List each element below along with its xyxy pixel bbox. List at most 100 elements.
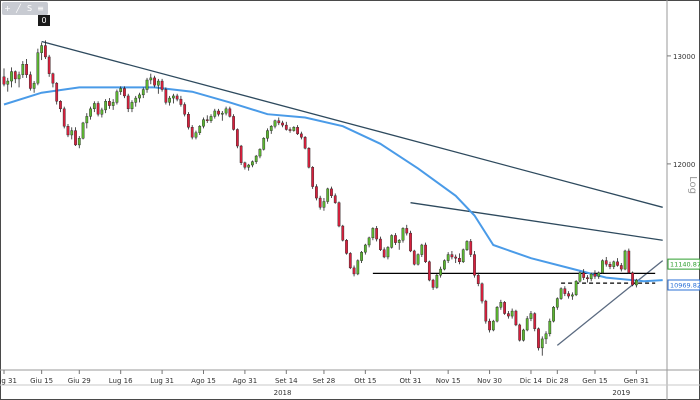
moving-average-line xyxy=(3,86,663,283)
candle-body xyxy=(138,94,141,99)
candle xyxy=(420,243,424,257)
candle xyxy=(311,166,315,189)
candle-body xyxy=(552,307,555,322)
candle xyxy=(604,256,608,267)
candle xyxy=(424,242,427,264)
candle xyxy=(303,136,307,150)
snapshot-tool-button[interactable]: S xyxy=(26,4,33,13)
x-tick-label: Ott 31 xyxy=(399,377,421,385)
candle xyxy=(491,319,495,332)
candle-body xyxy=(172,95,175,99)
candle xyxy=(397,239,401,250)
candle-body xyxy=(593,273,597,277)
candle xyxy=(224,106,228,116)
candle xyxy=(382,247,386,259)
candle-body xyxy=(326,188,330,202)
candle xyxy=(589,272,593,282)
candle xyxy=(386,246,390,260)
price-label-box xyxy=(667,279,700,291)
candle xyxy=(273,119,277,129)
candle xyxy=(540,336,544,356)
candle xyxy=(379,236,382,251)
trendline xyxy=(556,260,664,346)
candle xyxy=(552,306,555,323)
candle xyxy=(439,266,442,278)
candle xyxy=(55,82,59,105)
draw-tool-button[interactable]: ╱ xyxy=(16,4,21,13)
candle xyxy=(537,327,540,351)
candle xyxy=(266,128,269,142)
candle xyxy=(454,254,458,264)
candle-body xyxy=(175,95,179,100)
x-tick-label: Set 28 xyxy=(313,377,336,385)
candle-body xyxy=(25,64,28,75)
candle xyxy=(401,227,405,243)
candle xyxy=(85,113,89,129)
candle-body xyxy=(85,116,89,124)
candle-body xyxy=(70,130,74,136)
candle xyxy=(236,128,239,149)
candle-body xyxy=(589,273,593,280)
candle xyxy=(130,100,134,113)
candle-body xyxy=(126,95,130,110)
candle-body xyxy=(540,338,544,349)
candle-body xyxy=(141,89,145,96)
candle xyxy=(262,137,266,151)
candle xyxy=(100,107,104,118)
candle-body xyxy=(318,197,322,208)
candle xyxy=(269,125,273,134)
candle-body xyxy=(96,103,100,115)
candle-body xyxy=(333,195,337,203)
candle xyxy=(202,117,205,129)
candle xyxy=(6,77,10,92)
candle xyxy=(179,95,183,107)
candle xyxy=(333,193,337,204)
crosshair-tool-button[interactable]: + xyxy=(4,4,11,13)
candle xyxy=(371,227,375,241)
candle xyxy=(299,131,303,140)
candle-body xyxy=(187,114,190,128)
candle xyxy=(10,67,13,88)
candle-body xyxy=(348,253,352,269)
candle-body xyxy=(450,254,454,258)
candle-body xyxy=(224,108,228,114)
candle xyxy=(307,147,311,169)
price-label: 11140.8789 xyxy=(670,261,700,269)
candle xyxy=(258,148,262,159)
candle xyxy=(394,233,397,245)
candle xyxy=(412,249,416,266)
candle xyxy=(612,260,616,270)
candle xyxy=(567,291,570,299)
x-tick-label: Gen 15 xyxy=(582,377,607,385)
candle-body xyxy=(412,250,416,265)
candle-body xyxy=(582,272,586,278)
candle xyxy=(495,306,499,323)
candle xyxy=(77,136,81,149)
trendline xyxy=(410,202,663,241)
candle xyxy=(123,86,126,99)
candle-body xyxy=(571,294,574,297)
candle xyxy=(172,93,175,104)
candle xyxy=(367,236,371,248)
candle xyxy=(247,163,251,171)
candle-body xyxy=(262,138,266,150)
candle-body xyxy=(518,324,522,341)
candle xyxy=(631,271,634,287)
candle xyxy=(322,198,326,211)
candle xyxy=(228,106,232,118)
candle-body xyxy=(81,122,85,139)
candle xyxy=(96,101,100,117)
candle xyxy=(232,114,235,131)
x-tick-label: Giu 15 xyxy=(30,377,53,385)
candle xyxy=(108,98,111,109)
candle xyxy=(281,120,284,128)
candle-body xyxy=(202,119,205,127)
candle xyxy=(484,299,488,324)
candle-body xyxy=(21,64,25,75)
x-tick-label: Set 14 xyxy=(275,377,298,385)
candle-body xyxy=(153,77,156,86)
candle-body xyxy=(315,186,318,199)
menu-tool-button[interactable]: ≡ xyxy=(37,4,44,13)
candle xyxy=(330,186,333,199)
